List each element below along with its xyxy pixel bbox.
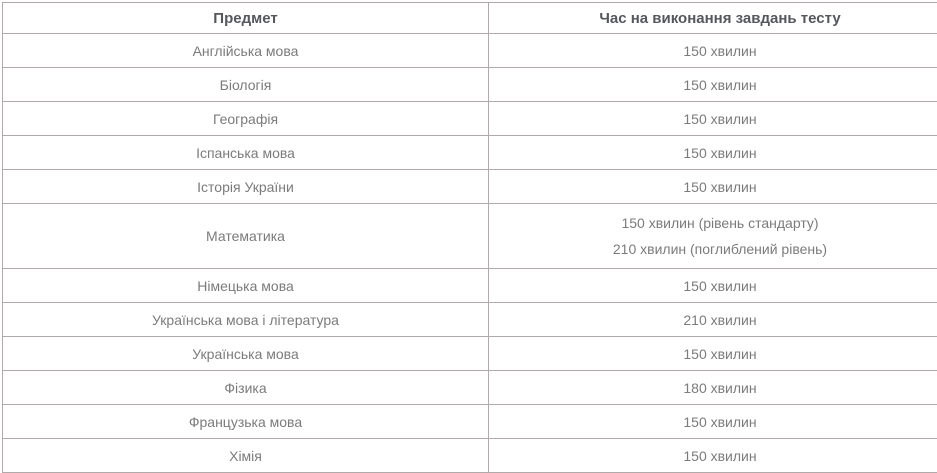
column-header-subject: Предмет	[2, 2, 489, 34]
time-line: 210 хвилин (поглиблений рівень)	[612, 241, 828, 257]
time-line: 150 хвилин (рівень стандарту)	[621, 215, 819, 231]
subject-cell: Географія	[2, 101, 489, 136]
table-row: Англійська мова 150 хвилин	[2, 33, 937, 68]
subject-cell: Німецька мова	[2, 268, 489, 303]
time-cell: 150 хвилин	[488, 169, 937, 204]
time-line: 150 хвилин	[683, 110, 757, 127]
time-cell: 150 хвилин	[488, 67, 937, 102]
subject-cell: Українська мова і література	[2, 302, 489, 337]
time-cell: 150 хвилин	[488, 33, 937, 68]
subject-cell: Англійська мова	[2, 33, 489, 68]
time-cell: 150 хвилин	[488, 438, 937, 473]
subject-cell: Біологія	[2, 67, 489, 102]
time-line: 150 хвилин	[683, 345, 757, 362]
table-row: Іспанська мова 150 хвилин	[2, 135, 937, 170]
time-cell: 150 хвилин	[488, 268, 937, 303]
time-cell: 150 хвилин	[488, 336, 937, 371]
column-header-time: Час на виконання завдань тесту	[488, 2, 937, 34]
subject-cell: Математика	[2, 203, 489, 269]
subject-cell: Французька мова	[2, 404, 489, 439]
time-cell: 150 хвилин	[488, 404, 937, 439]
time-line: 150 хвилин	[683, 76, 757, 93]
header-row: Предмет Час на виконання завдань тесту	[2, 2, 937, 34]
table-row: Математика 150 хвилин (рівень стандарту)…	[2, 203, 937, 269]
time-line: 150 хвилин	[683, 413, 757, 430]
time-line: 150 хвилин	[683, 447, 757, 464]
subject-cell: Українська мова	[2, 336, 489, 371]
table-body: Англійська мова 150 хвилин Біологія 150 …	[2, 33, 937, 473]
table-row: Географія 150 хвилин	[2, 101, 937, 136]
table-row: Німецька мова 150 хвилин	[2, 268, 937, 303]
subject-cell: Хімія	[2, 438, 489, 473]
table-row: Українська мова 150 хвилин	[2, 336, 937, 371]
time-line: 150 хвилин	[683, 277, 757, 294]
time-cell: 150 хвилин	[488, 101, 937, 136]
time-line: 150 хвилин	[683, 144, 757, 161]
time-cell: 180 хвилин	[488, 370, 937, 405]
time-cell: 150 хвилин	[488, 135, 937, 170]
time-cell: 210 хвилин	[488, 302, 937, 337]
subject-cell: Іспанська мова	[2, 135, 489, 170]
time-line: 150 хвилин	[683, 178, 757, 195]
subject-cell: Фізика	[2, 370, 489, 405]
table-row: Біологія 150 хвилин	[2, 67, 937, 102]
time-line: 210 хвилин	[683, 311, 757, 328]
subject-cell: Історія України	[2, 169, 489, 204]
table-row: Хімія 150 хвилин	[2, 438, 937, 473]
time-cell: 150 хвилин (рівень стандарту) 210 хвилин …	[488, 203, 937, 269]
time-line: 150 хвилин	[683, 42, 757, 59]
table-row: Французька мова 150 хвилин	[2, 404, 937, 439]
time-line: 180 хвилин	[683, 379, 757, 396]
table-row: Історія України 150 хвилин	[2, 169, 937, 204]
table-header: Предмет Час на виконання завдань тесту	[2, 2, 937, 34]
table-row: Українська мова і література 210 хвилин	[2, 302, 937, 337]
table-row: Фізика 180 хвилин	[2, 370, 937, 405]
